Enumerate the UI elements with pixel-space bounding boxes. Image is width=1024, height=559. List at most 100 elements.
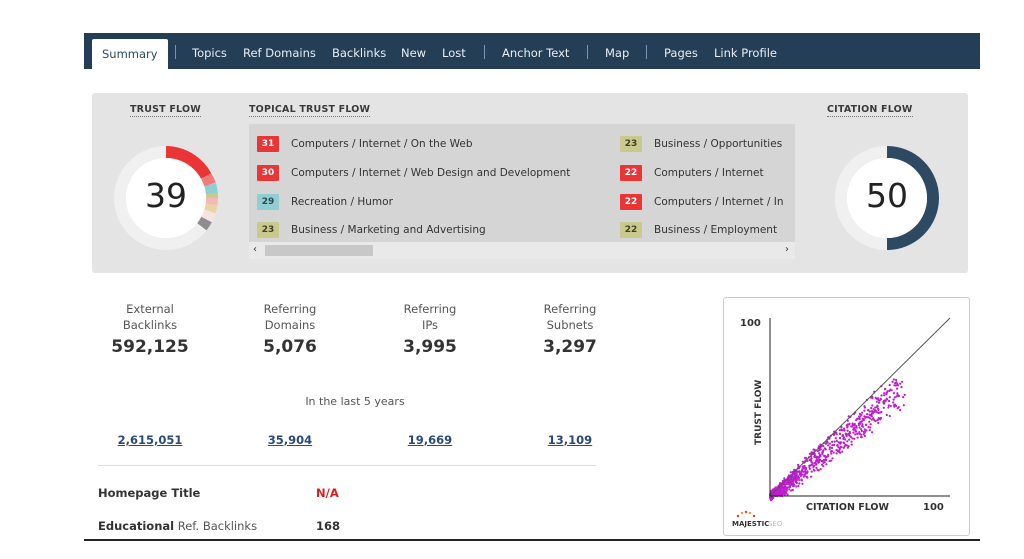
- trust-gauge-segment-grey: [197, 216, 212, 231]
- tab-link-profile[interactable]: Link Profile: [714, 46, 777, 60]
- y-axis-label: TRUST FLOW: [754, 380, 764, 445]
- topic-label: Computers / Internet: [654, 167, 764, 179]
- nav-separator: [587, 45, 588, 59]
- scatter-point: [872, 417, 875, 420]
- scatter-point: [856, 432, 859, 435]
- topic-score-badge: 29: [257, 194, 279, 210]
- scatter-point: [846, 429, 849, 432]
- tab-lost[interactable]: Lost: [442, 46, 466, 60]
- tab-summary[interactable]: Summary: [92, 39, 168, 69]
- stat-label-line2: Subnets: [546, 318, 594, 332]
- scatter-point: [888, 414, 891, 418]
- scatter-point: [888, 399, 891, 403]
- scatter-point: [883, 394, 886, 397]
- recent-external-backlinks-link[interactable]: 2,615,051: [117, 433, 183, 447]
- trust-flow-gauge[interactable]: 39: [109, 141, 223, 255]
- scatter-point: [818, 452, 821, 455]
- scatter-point: [842, 441, 845, 444]
- stat-label-line1: External: [126, 302, 174, 316]
- scatter-plot-svg: 100 TRUST FLOW CITATION FLOW 100 MAJESTI…: [732, 317, 951, 528]
- scatter-point: [867, 426, 870, 429]
- scatter-point: [838, 436, 842, 440]
- trust-citation-scatter-chart[interactable]: 100 TRUST FLOW CITATION FLOW 100 MAJESTI…: [723, 297, 970, 536]
- scatter-point: [889, 405, 892, 408]
- scatter-point: [822, 459, 825, 462]
- scatter-point: [857, 423, 861, 427]
- list-item[interactable]: 22 Computers / Internet: [620, 165, 764, 181]
- scatter-point: [794, 476, 797, 479]
- list-item[interactable]: 22 Business / Employment: [620, 222, 777, 238]
- list-item[interactable]: 23 Business / Marketing and Advertising: [257, 222, 486, 238]
- scatter-point: [808, 467, 811, 470]
- scatter-point: [819, 448, 822, 451]
- scatter-point: [777, 488, 780, 491]
- scatter-point: [893, 403, 896, 406]
- tab-new[interactable]: New: [401, 46, 427, 60]
- scatter-point: [858, 426, 861, 429]
- topic-label: Business / Marketing and Advertising: [291, 224, 486, 236]
- scatter-point: [799, 474, 802, 477]
- topic-label: Computers / Internet / Web Design and De…: [291, 167, 571, 179]
- recent-referring-ips-link[interactable]: 19,669: [407, 433, 453, 447]
- scatter-point: [867, 409, 870, 412]
- scatter-point: [831, 444, 834, 447]
- scatter-point: [903, 393, 906, 396]
- recent-referring-domains-link[interactable]: 35,904: [267, 433, 313, 447]
- tab-anchor-text[interactable]: Anchor Text: [502, 46, 570, 60]
- scatter-point: [858, 415, 861, 418]
- recent-referring-subnets-link[interactable]: 13,109: [547, 433, 593, 447]
- scatter-point: [836, 444, 839, 447]
- stat-referring-domains: Referring Domains 5,076: [225, 301, 355, 357]
- tab-backlinks[interactable]: Backlinks: [332, 46, 387, 60]
- scatter-point: [808, 452, 811, 455]
- scatter-point: [815, 466, 818, 469]
- list-item[interactable]: 31 Computers / Internet / On the Web: [257, 136, 473, 152]
- scatter-point: [831, 457, 834, 460]
- scatter-point: [858, 412, 861, 415]
- scatter-point: [869, 426, 872, 429]
- topic-label: Computers / Internet / On the Web: [291, 138, 473, 150]
- trust-gauge-segment-red: [165, 146, 212, 180]
- scatter-point: [861, 411, 864, 414]
- list-item[interactable]: 29 Recreation / Humor: [257, 194, 393, 210]
- stat-external-backlinks: External Backlinks 592,125: [85, 301, 215, 357]
- scatter-point: [887, 406, 890, 409]
- scatter-point: [846, 440, 849, 443]
- scatter-point: [896, 382, 899, 386]
- list-item[interactable]: 22 Computers / Internet / In: [620, 194, 784, 210]
- list-item[interactable]: 30 Computers / Internet / Web Design and …: [257, 165, 570, 181]
- scatter-point: [779, 488, 782, 491]
- tab-map[interactable]: Map: [605, 46, 630, 60]
- horizontal-scrollbar[interactable]: ‹ ›: [249, 242, 795, 259]
- scatter-point: [790, 479, 793, 482]
- scroll-right-icon[interactable]: ›: [785, 244, 789, 255]
- scatter-point: [864, 416, 867, 419]
- stat-value: 3,995: [403, 337, 457, 357]
- scatter-point: [873, 410, 876, 413]
- scatter-point: [841, 435, 844, 438]
- scatter-point: [900, 380, 904, 383]
- scatter-point: [830, 450, 833, 453]
- trust-gauge-segment-pink: [200, 172, 216, 187]
- scatter-point: [790, 476, 793, 479]
- scatter-point: [840, 446, 843, 449]
- scatter-point: [813, 455, 816, 458]
- citation-flow-gauge[interactable]: 50: [830, 141, 944, 255]
- tab-pages[interactable]: Pages: [664, 46, 698, 60]
- scroll-thumb[interactable]: [265, 245, 373, 256]
- scatter-point: [848, 434, 851, 437]
- scatter-point: [896, 393, 899, 396]
- scatter-point: [769, 499, 773, 502]
- tab-topics[interactable]: Topics: [192, 46, 227, 60]
- scatter-point: [872, 408, 875, 411]
- list-item[interactable]: 23 Business / Opportunities: [620, 136, 782, 152]
- scatter-point: [795, 473, 798, 476]
- scatter-point: [838, 448, 841, 451]
- scatter-point: [852, 428, 855, 431]
- scatter-point: [868, 410, 871, 413]
- tab-ref-domains[interactable]: Ref Domains: [243, 46, 316, 60]
- scatter-point: [860, 436, 863, 439]
- scatter-point: [844, 438, 847, 441]
- scatter-point: [869, 423, 872, 426]
- scroll-left-icon[interactable]: ‹: [253, 244, 257, 255]
